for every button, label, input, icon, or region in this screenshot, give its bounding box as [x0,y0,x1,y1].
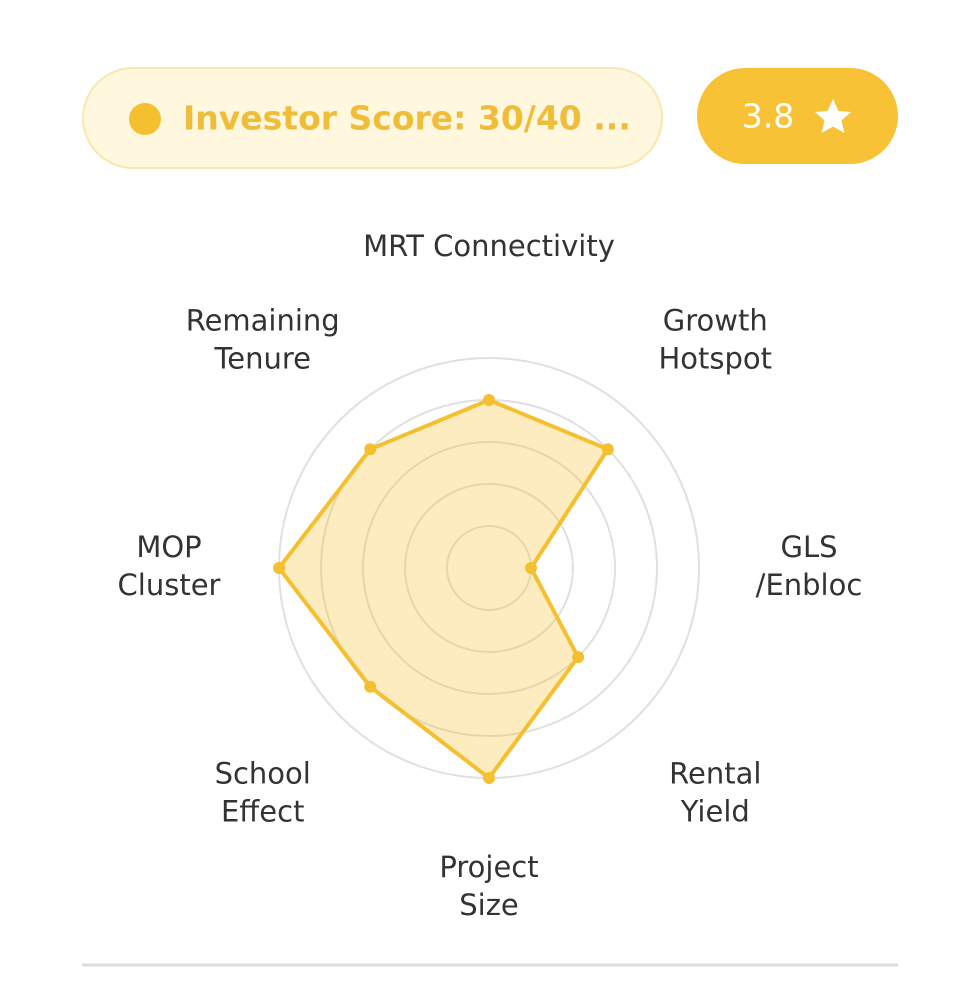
data-point [483,394,495,406]
axis-label-line: Rental [669,756,761,790]
axis-label-line: Remaining [186,304,340,338]
axis-label: MOP Cluster [118,530,221,602]
score-text: Investor Score: 30/40 ... [183,99,631,138]
axis-label: Growth Hotspot [658,304,772,376]
axis-label-line: Growth [663,304,768,338]
axis-label-line: MOP [136,530,201,564]
axis-label-line: Cluster [118,568,221,602]
score-pill[interactable] [82,67,663,169]
axis-label: Project Size [439,850,538,922]
data-point [364,680,377,693]
axis-label-line: Tenure [213,342,311,376]
axis-label-line: Yield [680,794,750,828]
rating-pill[interactable] [697,68,898,164]
grid-ring [362,441,616,695]
data-point [483,772,495,784]
axis-label: Rental Yield [669,756,761,828]
data-point [364,443,377,456]
axis-label-line: Hotspot [658,342,772,376]
data-point [525,562,537,574]
axis-label-line: Project [439,850,538,884]
axis-label-line: MRT Connectivity [363,229,615,263]
axis-label: MRT Connectivity [363,229,615,263]
grid-ring [404,483,574,653]
axis-label-line: Size [459,888,519,922]
radar-chart: MRT Connectivity Growth Hotspot GLS/Enbloc R… [118,229,863,922]
axis-label-line: /Enbloc [756,568,863,602]
axis-label: Remaining Tenure [186,304,340,376]
axis-label-line: School [215,756,311,790]
star-icon [815,99,851,133]
axis-label-line: Effect [221,794,304,828]
data-point [273,562,285,574]
rating-text: 3.8 [742,97,794,136]
score-dot [129,103,161,135]
data-point [572,651,585,664]
data-point [601,443,614,456]
axis-label: School Effect [215,756,311,828]
axis-label-line: GLS [780,530,837,564]
axis-label: GLS/Enbloc [756,530,863,602]
